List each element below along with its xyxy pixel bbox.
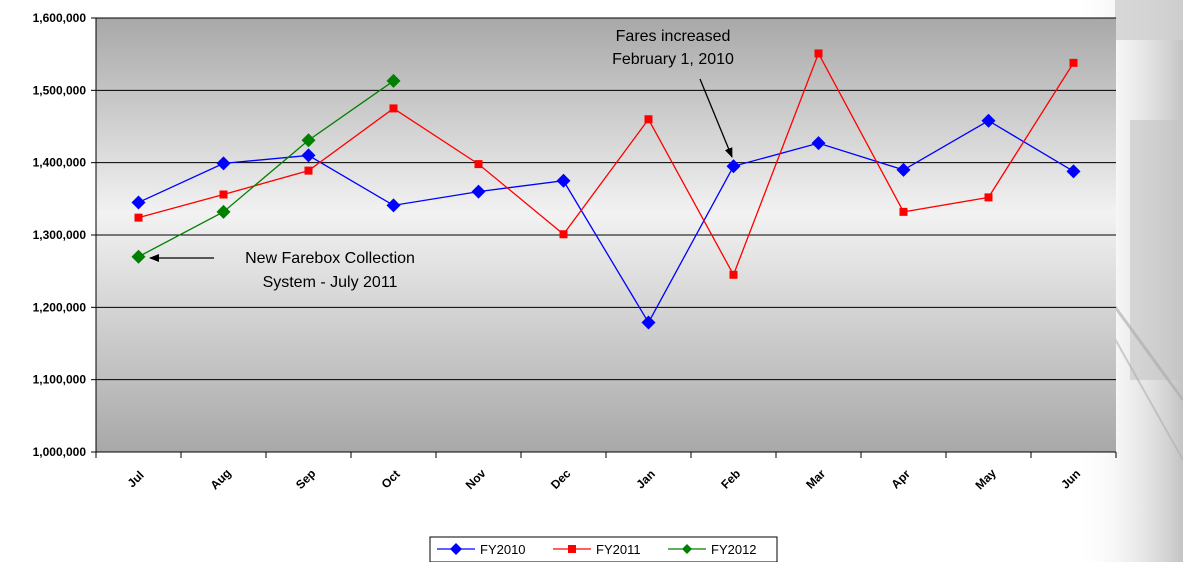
legend-item-fy2012: FY2012 [668,542,757,557]
y-tick-label: 1,100,000 [33,373,87,387]
legend-item-fy2011: FY2011 [553,542,641,557]
data-point-fy2010 [216,156,231,171]
data-point-fy2010 [641,315,656,330]
gridlines [96,17,1116,381]
data-point-fy2010 [301,148,316,163]
x-tick-label: Mar [803,466,828,491]
data-point-fy2012 [131,249,146,264]
data-point-fy2010 [981,113,996,128]
annotation-farebox-line2: System - July 2011 [263,274,398,291]
data-point-fy2010 [471,184,486,199]
data-point-fy2012 [301,133,316,148]
data-point-fy2011 [729,270,738,279]
series-layer [131,49,1081,330]
annotation-fare-increase: Fares increased February 1, 2010 [612,28,734,158]
data-point-fy2011 [134,213,143,222]
series-line-fy2012 [138,80,394,258]
data-point-fy2010 [726,159,741,174]
annotation-fare-increase-line1: Fares increased [616,28,731,45]
data-point-fy2012 [386,73,401,88]
data-point-fy2011 [559,230,568,239]
data-point-fy2010 [386,198,401,213]
legend: FY2010 FY2011 FY2012 [429,536,778,562]
data-point-fy2010 [131,195,146,210]
data-point-fy2010 [556,173,571,188]
y-tick-label: 1,300,000 [33,228,87,242]
y-tick-label: 1,600,000 [33,11,87,25]
x-tick-label: Jan [633,467,658,492]
data-point-fy2011 [474,160,483,169]
data-point-fy2011 [984,193,993,202]
y-tick-label: 1,000,000 [33,445,87,459]
data-point-fy2011 [644,115,653,124]
data-point-fy2011 [219,190,228,199]
legend-label-fy2010: FY2010 [480,542,526,557]
legend-label-fy2011: FY2011 [596,542,641,557]
x-tick-label: Apr [888,467,913,492]
y-tick-label: 1,400,000 [33,156,87,170]
legend-marker-fy2012 [682,544,692,554]
legend-item-fy2010: FY2010 [437,542,526,557]
annotation-farebox-line1: New Farebox Collection [245,250,415,267]
x-tick-label: Aug [207,466,233,492]
data-point-fy2011 [1069,58,1078,67]
data-point-fy2012 [216,204,231,219]
x-tick-label: Feb [718,467,743,492]
data-point-fy2011 [814,49,823,58]
x-tick-label: Oct [379,467,403,491]
y-tick-label: 1,500,000 [33,83,87,97]
data-point-fy2010 [1066,164,1081,179]
y-axis: 1,000,000 1,100,000 1,200,000 1,300,000 1,40… [33,11,97,459]
legend-marker-fy2011 [568,545,576,553]
x-tick-label: Sep [293,466,318,491]
x-tick-label: Jun [1058,467,1083,492]
data-point-fy2010 [811,136,826,151]
series-line-fy2010 [138,119,1074,324]
x-tick-label: Nov [463,466,489,492]
y-tick-label: 1,200,000 [33,300,87,314]
annotation-fare-increase-arrow [699,78,733,158]
data-point-fy2011 [899,207,908,216]
x-tick-label: Jul [125,468,147,490]
annotation-farebox: New Farebox Collection System - July 201… [149,250,415,291]
x-tick-label: May [972,466,999,493]
series-line-fy2011 [138,51,1075,277]
legend-box [429,536,778,562]
data-point-fy2011 [304,166,313,175]
legend-marker-fy2010 [450,543,462,555]
annotation-fare-increase-line2: February 1, 2010 [612,51,734,68]
x-axis: Jul Aug Sep Oct Nov Dec Jan Feb Mar Apr May Jun [95,451,1117,493]
x-tick-label: Dec [548,466,574,492]
data-point-fy2010 [896,162,911,177]
legend-label-fy2012: FY2012 [711,542,757,557]
data-point-fy2011 [389,104,398,113]
